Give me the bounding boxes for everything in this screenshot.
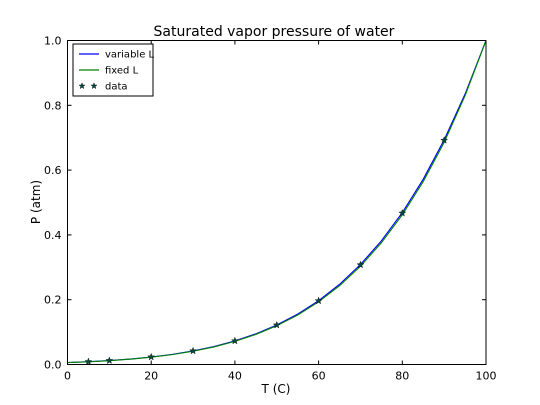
legend: variable L fixed L data [72, 43, 155, 97]
data-point [84, 357, 93, 366]
x-tick-label: 80 [395, 370, 409, 383]
legend-swatch-star-a [78, 82, 86, 90]
y-tick-label: 0.8 [44, 99, 62, 112]
x-axis-label: T (C) [261, 382, 291, 396]
legend-swatch-star-b [90, 82, 98, 90]
data-point [189, 346, 198, 355]
y-tick-label: 0.4 [44, 229, 62, 242]
legend-label-1: fixed L [105, 66, 139, 77]
data-point [147, 352, 156, 361]
y-tick-label: 0.2 [44, 294, 62, 307]
legend-label-2: data [105, 82, 128, 93]
data-point [105, 356, 114, 364]
data-point [314, 296, 323, 305]
x-tick-label: 40 [228, 370, 242, 383]
data-point [440, 136, 449, 144]
data-point [230, 336, 239, 345]
axis-ticks: 0 20 40 60 80 100 0.0 0.2 0.4 0.6 0.8 1.0 [44, 35, 497, 383]
chart-title: Saturated vapor pressure of water [154, 24, 395, 40]
y-tick-label: 0.6 [44, 164, 62, 177]
data-markers [84, 136, 449, 366]
x-tick-label: 100 [476, 370, 497, 383]
y-tick-label: 1.0 [44, 35, 62, 48]
y-tick-label: 0.0 [44, 359, 62, 372]
legend-label-0: variable L [105, 50, 155, 61]
x-tick-label: 20 [144, 370, 158, 383]
x-tick-label: 0 [64, 370, 71, 383]
data-point [356, 260, 365, 269]
data-point [398, 208, 407, 217]
y-axis-label: P (atm) [29, 180, 43, 224]
x-tick-label: 60 [312, 370, 326, 383]
data-point [272, 320, 281, 329]
